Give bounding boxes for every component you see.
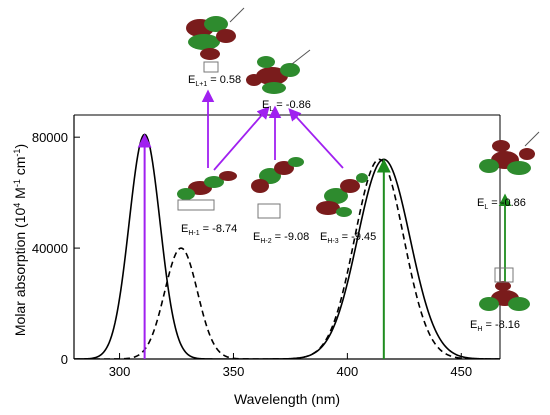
orbital-label-h1: EH-1 = -8.74	[181, 223, 237, 237]
orbital-lumo-image	[246, 49, 311, 94]
orbital-lumo-right-image	[479, 131, 540, 175]
x-tick-label: 350	[223, 364, 245, 379]
x-tick-label: 300	[109, 364, 131, 379]
y-axis-title: Molar absorption (104 M-1 cm-1)	[12, 144, 28, 336]
y-tick-label: 40000	[32, 241, 68, 256]
x-axis-title: Wavelength (nm)	[234, 391, 340, 407]
y-tick-label: 0	[61, 352, 68, 367]
orbital-arrows-purple	[201, 89, 344, 171]
spectrum-dashed-line	[74, 158, 500, 359]
y-tick-label: 80000	[32, 130, 68, 145]
orbital-label-l1: EL+1 = 0.58	[188, 74, 241, 88]
orbital-homo-minus-3-image	[316, 173, 368, 217]
orbital-label-h3: EH-3 = -9.45	[320, 231, 376, 245]
orbital-label-lr: EL = -0.86	[477, 197, 526, 211]
orbital-labels: EL+1 = 0.58 EL = -0.86 EH-1 = -8.74 EH-2…	[181, 74, 526, 333]
orbital-label-h2: EH-2 = -9.08	[253, 231, 309, 245]
orbital-lumo-plus-1-image	[186, 7, 245, 73]
x-tick-label: 400	[337, 364, 359, 379]
orbital-homo-minus-1-image	[177, 171, 237, 211]
arrow-h3-to-el	[288, 108, 344, 169]
x-ticks: 300 350 400 450	[109, 353, 472, 379]
orbital-homo-minus-2-image	[251, 157, 304, 219]
orbital-homo-right-image	[479, 267, 530, 311]
orbital-label-h: EH = -8.16	[470, 319, 520, 333]
y-ticks: 0 40000 80000	[32, 130, 80, 367]
arrow-h1-to-el	[213, 106, 270, 171]
orbital-label-l: EL = -0.86	[262, 99, 311, 113]
x-tick-label: 450	[450, 364, 472, 379]
